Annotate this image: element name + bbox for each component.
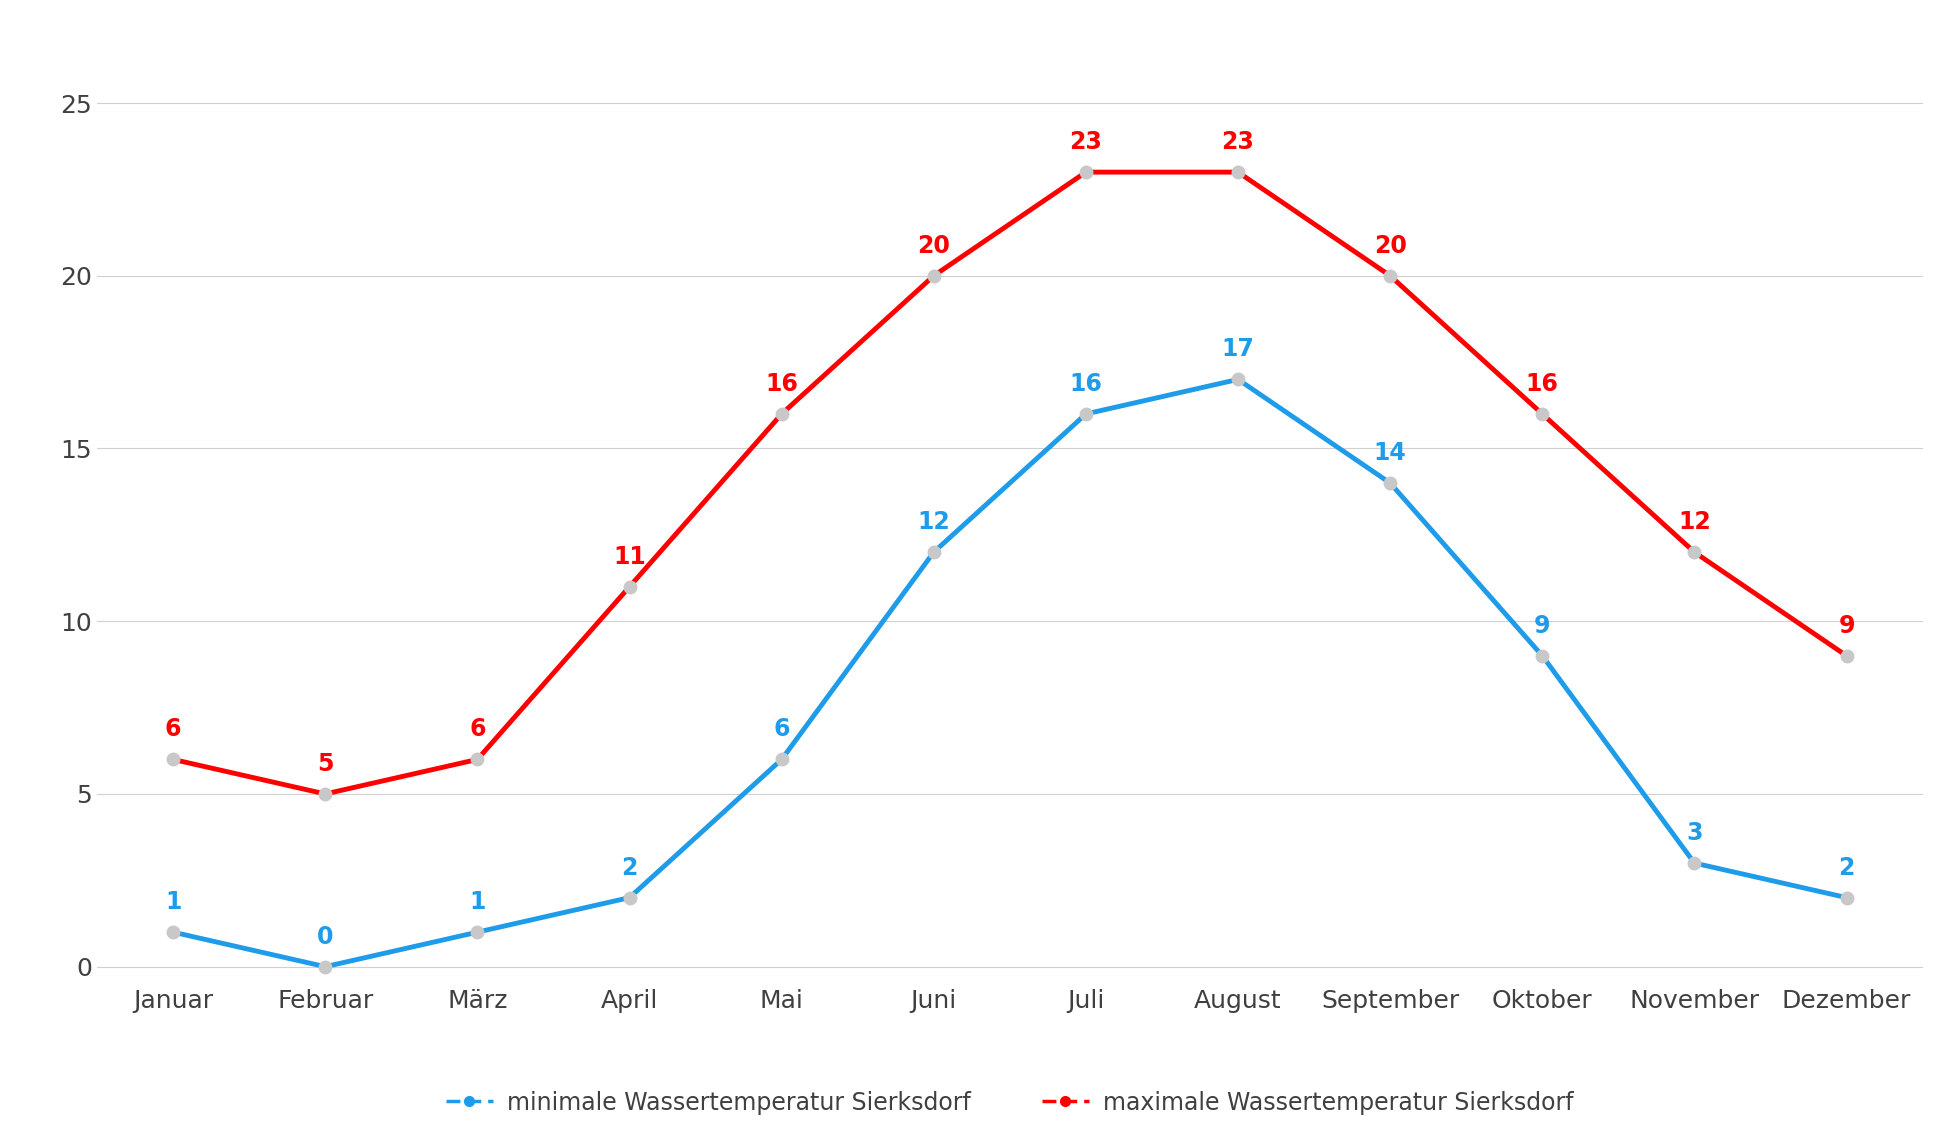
Text: 9: 9 — [1839, 614, 1855, 638]
Text: 1: 1 — [165, 890, 181, 914]
minimale Wassertemperatur Sierksdorf — [1074, 407, 1097, 421]
maximale Wassertemperatur Sierksdorf — [1835, 649, 1858, 663]
minimale Wassertemperatur Sierksdorf — [922, 545, 946, 559]
Line: minimale Wassertemperatur Sierksdorf: minimale Wassertemperatur Sierksdorf — [167, 373, 1853, 973]
Line: maximale Wassertemperatur Sierksdorf: maximale Wassertemperatur Sierksdorf — [167, 166, 1853, 801]
maximale Wassertemperatur Sierksdorf — [466, 752, 489, 766]
Text: 12: 12 — [917, 510, 950, 534]
Text: 3: 3 — [1686, 821, 1703, 845]
Text: 6: 6 — [470, 717, 486, 741]
Text: 12: 12 — [1678, 510, 1711, 534]
Text: 0: 0 — [317, 925, 334, 949]
Text: 16: 16 — [1526, 372, 1559, 396]
minimale Wassertemperatur Sierksdorf — [1379, 476, 1402, 490]
Text: 20: 20 — [1373, 234, 1406, 258]
Text: 6: 6 — [773, 717, 790, 741]
maximale Wassertemperatur Sierksdorf — [1682, 545, 1705, 559]
Text: 2: 2 — [621, 855, 637, 880]
maximale Wassertemperatur Sierksdorf — [161, 752, 184, 766]
maximale Wassertemperatur Sierksdorf — [1379, 269, 1402, 283]
minimale Wassertemperatur Sierksdorf — [1227, 372, 1251, 386]
minimale Wassertemperatur Sierksdorf — [466, 925, 489, 939]
Text: 6: 6 — [165, 717, 181, 741]
minimale Wassertemperatur Sierksdorf — [315, 960, 338, 974]
minimale Wassertemperatur Sierksdorf — [1682, 856, 1705, 870]
Text: 14: 14 — [1373, 441, 1406, 465]
maximale Wassertemperatur Sierksdorf — [769, 407, 792, 421]
minimale Wassertemperatur Sierksdorf — [1530, 649, 1554, 663]
Text: 9: 9 — [1534, 614, 1550, 638]
maximale Wassertemperatur Sierksdorf — [1074, 165, 1097, 179]
Legend: minimale Wassertemperatur Sierksdorf, maximale Wassertemperatur Sierksdorf: minimale Wassertemperatur Sierksdorf, ma… — [437, 1081, 1583, 1124]
Text: 23: 23 — [1222, 130, 1255, 154]
Text: 16: 16 — [765, 372, 798, 396]
minimale Wassertemperatur Sierksdorf — [1835, 891, 1858, 905]
minimale Wassertemperatur Sierksdorf — [769, 752, 792, 766]
Text: 23: 23 — [1070, 130, 1103, 154]
maximale Wassertemperatur Sierksdorf — [315, 787, 338, 801]
Text: 17: 17 — [1222, 337, 1255, 361]
Text: 2: 2 — [1839, 855, 1855, 880]
minimale Wassertemperatur Sierksdorf — [161, 925, 184, 939]
Text: 1: 1 — [470, 890, 486, 914]
Text: 20: 20 — [917, 234, 950, 258]
maximale Wassertemperatur Sierksdorf — [922, 269, 946, 283]
Text: 11: 11 — [614, 545, 647, 569]
maximale Wassertemperatur Sierksdorf — [1227, 165, 1251, 179]
Text: 5: 5 — [317, 752, 334, 776]
minimale Wassertemperatur Sierksdorf — [618, 891, 641, 905]
maximale Wassertemperatur Sierksdorf — [618, 580, 641, 594]
Text: 16: 16 — [1070, 372, 1103, 396]
maximale Wassertemperatur Sierksdorf — [1530, 407, 1554, 421]
